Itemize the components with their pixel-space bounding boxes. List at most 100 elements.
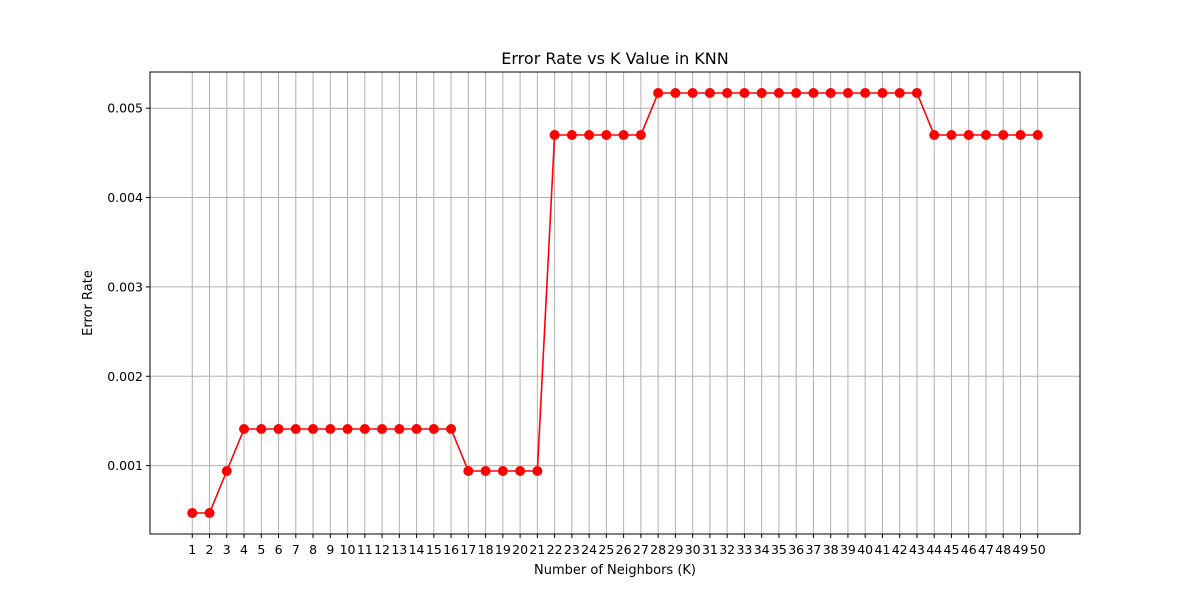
data-point (515, 466, 526, 476)
data-point (290, 424, 301, 434)
data-point (946, 130, 957, 140)
data-point (532, 466, 543, 476)
data-point (653, 88, 664, 98)
x-tick-label: 8 (309, 542, 317, 557)
data-point (722, 88, 733, 98)
x-tick-label: 33 (736, 542, 752, 557)
data-point (308, 424, 319, 434)
data-point (342, 424, 353, 434)
data-point (825, 88, 836, 98)
data-point (377, 424, 388, 434)
y-tick-label: 0.001 (107, 458, 143, 473)
data-point (894, 88, 905, 98)
x-tick-label: 42 (892, 542, 908, 557)
x-tick-label: 15 (426, 542, 442, 557)
data-point (256, 424, 267, 434)
data-point (187, 508, 198, 518)
x-tick-label: 21 (529, 542, 545, 557)
data-point (273, 424, 284, 434)
data-point (704, 88, 715, 98)
x-tick-label: 23 (564, 542, 580, 557)
x-tick-label: 9 (326, 542, 334, 557)
x-tick-label: 47 (978, 542, 994, 557)
data-point (791, 88, 802, 98)
y-tick-label: 0.002 (107, 369, 143, 384)
x-tick-label: 49 (1013, 542, 1029, 557)
x-tick-label: 35 (771, 542, 787, 557)
x-tick-label: 48 (995, 542, 1011, 557)
data-point (842, 88, 853, 98)
x-tick-label: 34 (754, 542, 770, 557)
data-point (394, 424, 405, 434)
data-point (808, 88, 819, 98)
data-point (325, 424, 336, 434)
grid-lines (150, 72, 1080, 534)
x-tick-label: 12 (374, 542, 390, 557)
x-tick-label: 2 (206, 542, 214, 557)
data-point (1015, 130, 1026, 140)
x-tick-label: 16 (443, 542, 459, 557)
x-tick-label: 22 (547, 542, 563, 557)
data-point (221, 466, 232, 476)
data-point (618, 130, 629, 140)
series-line (192, 92, 1038, 514)
x-tick-label: 14 (409, 542, 425, 557)
x-tick-label: 20 (512, 542, 528, 557)
x-tick-label: 29 (667, 542, 683, 557)
axis-ticks: 1 2 3 4 5 6 7 8 9 10 11 12 13 14 15 16 17 18 19 20 21 22 23 24 2… (107, 101, 1046, 557)
x-tick-label: 32 (719, 542, 735, 557)
data-point (998, 130, 1009, 140)
x-tick-label: 44 (926, 542, 942, 557)
data-point (635, 130, 646, 140)
data-point (480, 466, 491, 476)
x-tick-label: 11 (357, 542, 373, 557)
data-point (204, 508, 215, 518)
x-tick-label: 30 (685, 542, 701, 557)
x-tick-label: 18 (478, 542, 494, 557)
x-tick-label: 39 (840, 542, 856, 557)
data-point (428, 424, 439, 434)
data-point (566, 130, 577, 140)
y-axis-label: Error Rate (81, 270, 96, 336)
data-point (877, 88, 888, 98)
x-tick-label: 46 (961, 542, 977, 557)
data-point (687, 88, 698, 98)
x-tick-label: 45 (944, 542, 960, 557)
data-point (359, 424, 370, 434)
data-point (670, 88, 681, 98)
chart-title: Error Rate vs K Value in KNN (501, 49, 728, 68)
x-tick-label: 26 (616, 542, 632, 557)
x-tick-label: 28 (650, 542, 666, 557)
data-point (911, 88, 922, 98)
x-tick-label: 37 (805, 542, 821, 557)
data-point (773, 88, 784, 98)
plot-frame (149, 71, 1081, 535)
data-point (860, 88, 871, 98)
x-tick-label: 1 (188, 542, 196, 557)
data-point (963, 130, 974, 140)
x-tick-label: 50 (1030, 542, 1046, 557)
x-axis-label: Number of Neighbors (K) (534, 563, 696, 578)
x-tick-label: 36 (788, 542, 804, 557)
x-tick-label: 10 (340, 542, 356, 557)
x-tick-label: 24 (581, 542, 597, 557)
series-layer (187, 88, 1043, 518)
x-tick-label: 5 (257, 542, 265, 557)
data-point (463, 466, 474, 476)
data-point (601, 130, 612, 140)
x-tick-label: 38 (823, 542, 839, 557)
x-tick-label: 31 (702, 542, 718, 557)
data-point (980, 130, 991, 140)
data-point (411, 424, 422, 434)
x-tick-label: 40 (857, 542, 873, 557)
data-point (1032, 130, 1043, 140)
y-tick-label: 0.004 (107, 190, 143, 205)
x-tick-label: 7 (292, 542, 300, 557)
data-point (239, 424, 250, 434)
x-tick-label: 17 (460, 542, 476, 557)
data-point (497, 466, 508, 476)
y-tick-label: 0.003 (107, 279, 143, 294)
x-tick-label: 3 (223, 542, 231, 557)
x-tick-label: 41 (874, 542, 890, 557)
